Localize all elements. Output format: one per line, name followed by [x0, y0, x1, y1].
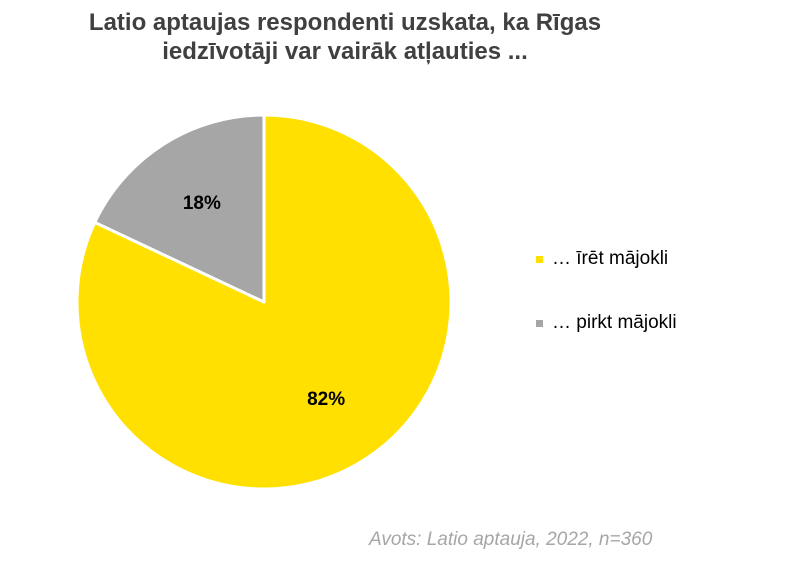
legend-label-rent: … īrēt mājokli [552, 248, 669, 269]
legend-label-buy: … pirkt mājokli [552, 312, 677, 333]
legend-swatch-buy [536, 319, 543, 327]
chart-title: Latio aptaujas respondenti uzskata, ka R… [0, 8, 690, 66]
legend-item-buy: … pirkt mājokli [536, 310, 677, 336]
chart-title-line-2: iedzīvotāji var vairāk atļauties ... [162, 38, 528, 65]
legend-item-rent: … īrēt mājokli [536, 246, 677, 272]
legend: … īrēt mājokli … pirkt mājokli [536, 246, 677, 336]
pie-slice-1 [93, 113, 266, 304]
pie-slice-label-0: 82% [307, 389, 345, 410]
legend-swatch-rent [536, 255, 543, 263]
pie-slice-label-1: 18% [183, 193, 221, 214]
chart-title-line-1: Latio aptaujas respondenti uzskata, ka R… [88, 9, 602, 36]
source-note: Avots: Latio aptauja, 2022, n=360 [369, 529, 653, 550]
